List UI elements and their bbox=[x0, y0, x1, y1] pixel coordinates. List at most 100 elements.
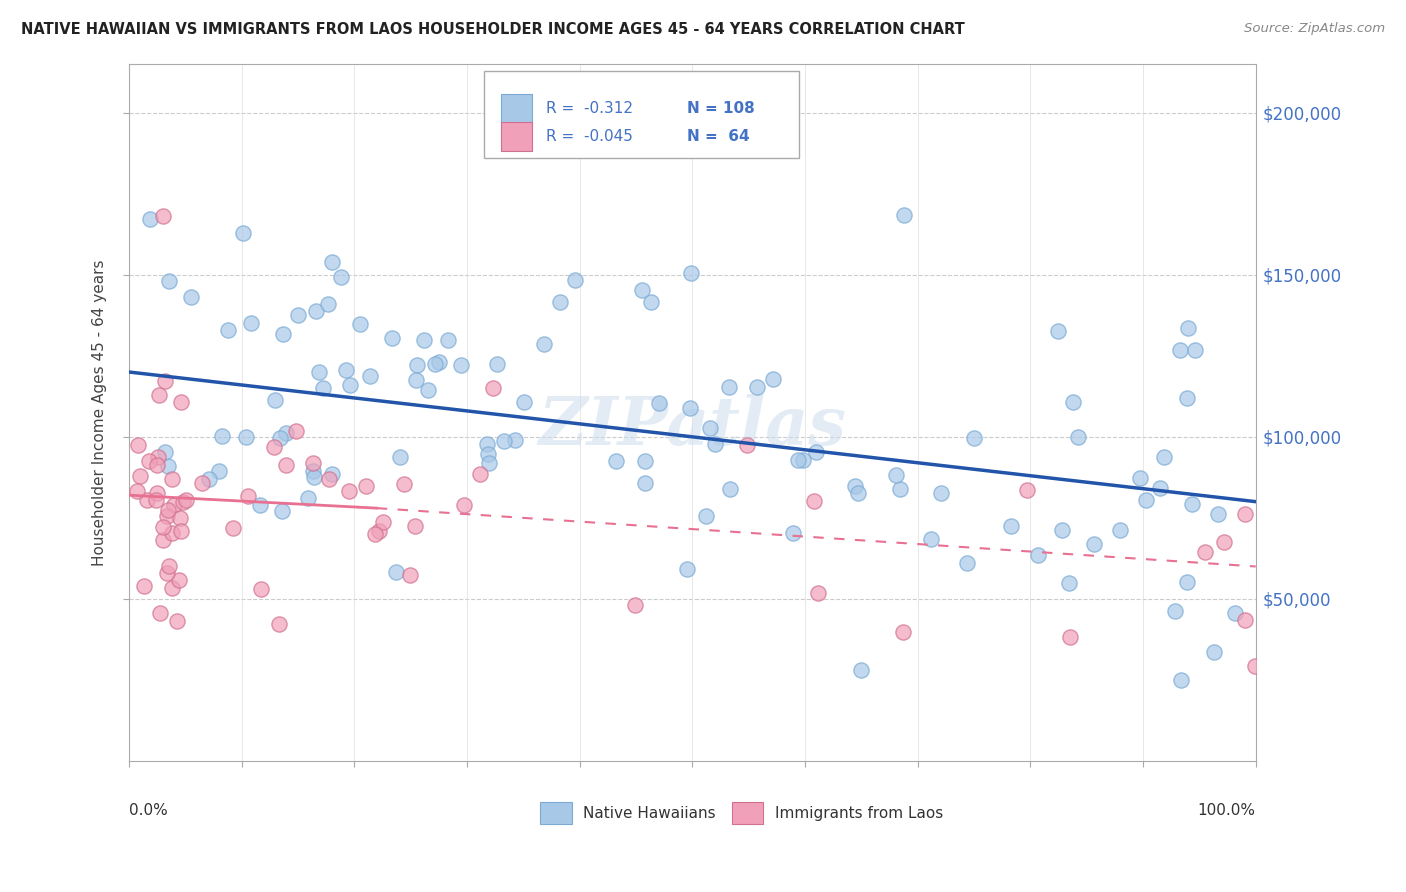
Point bbox=[152, 210, 174, 224]
Point bbox=[676, 562, 699, 576]
Point bbox=[884, 468, 907, 483]
Text: N = 108: N = 108 bbox=[686, 101, 755, 116]
Point bbox=[640, 295, 662, 310]
Bar bbox=[731, 802, 763, 824]
Point bbox=[437, 333, 460, 347]
Point bbox=[235, 430, 257, 444]
Point bbox=[929, 486, 952, 500]
Point bbox=[699, 421, 721, 435]
Point bbox=[1175, 575, 1198, 590]
Point bbox=[1000, 519, 1022, 533]
Point bbox=[308, 365, 330, 379]
Bar bbox=[501, 94, 533, 123]
Point bbox=[503, 433, 526, 447]
Point bbox=[264, 392, 287, 407]
Y-axis label: Householder Income Ages 45 - 64 years: Householder Income Ages 45 - 64 years bbox=[93, 260, 107, 566]
Point bbox=[630, 283, 652, 297]
Point bbox=[889, 482, 911, 496]
Point bbox=[232, 226, 254, 240]
Point bbox=[162, 526, 184, 541]
Point bbox=[648, 395, 671, 409]
Point bbox=[339, 378, 361, 392]
Point bbox=[1243, 659, 1265, 673]
Point bbox=[160, 581, 183, 595]
Point bbox=[762, 372, 785, 386]
Point bbox=[371, 515, 394, 529]
Point bbox=[138, 212, 160, 227]
Point bbox=[271, 504, 294, 518]
Point bbox=[221, 521, 243, 535]
Point bbox=[335, 363, 357, 377]
Point bbox=[1234, 507, 1257, 521]
Point bbox=[703, 436, 725, 450]
Point bbox=[169, 524, 191, 538]
Text: Immigrants from Laos: Immigrants from Laos bbox=[775, 805, 943, 821]
Point bbox=[138, 454, 160, 468]
Point bbox=[148, 387, 170, 401]
Point bbox=[404, 519, 426, 533]
Point bbox=[1181, 497, 1204, 511]
Point bbox=[398, 567, 420, 582]
Point bbox=[163, 498, 186, 512]
Point bbox=[155, 374, 177, 388]
Point bbox=[1170, 673, 1192, 687]
Point bbox=[786, 453, 808, 467]
Point bbox=[167, 573, 190, 587]
Point bbox=[844, 479, 866, 493]
Point bbox=[478, 456, 501, 470]
Point bbox=[634, 454, 657, 468]
Point bbox=[1067, 430, 1090, 444]
Point bbox=[735, 437, 758, 451]
Point bbox=[349, 317, 371, 331]
Point bbox=[354, 478, 377, 492]
Point bbox=[162, 472, 184, 486]
Bar bbox=[540, 802, 572, 824]
FancyBboxPatch shape bbox=[484, 71, 800, 158]
Point bbox=[893, 208, 915, 222]
Point bbox=[269, 431, 291, 445]
Text: 100.0%: 100.0% bbox=[1198, 803, 1256, 818]
Text: R =  -0.312: R = -0.312 bbox=[546, 101, 633, 116]
Point bbox=[477, 437, 499, 451]
Point bbox=[367, 524, 389, 538]
Point bbox=[624, 598, 647, 612]
Point bbox=[1202, 645, 1225, 659]
Point bbox=[274, 458, 297, 472]
Point bbox=[392, 477, 415, 491]
Point bbox=[1175, 391, 1198, 405]
Point bbox=[169, 395, 191, 409]
Text: Source: ZipAtlas.com: Source: ZipAtlas.com bbox=[1244, 22, 1385, 36]
Point bbox=[172, 494, 194, 508]
Point bbox=[1057, 576, 1080, 591]
Point bbox=[450, 359, 472, 373]
Point bbox=[564, 273, 586, 287]
Point bbox=[718, 482, 741, 496]
Point bbox=[321, 467, 343, 482]
Point bbox=[321, 255, 343, 269]
Point bbox=[297, 491, 319, 505]
Point bbox=[1177, 321, 1199, 335]
Point bbox=[513, 395, 536, 409]
Point bbox=[423, 357, 446, 371]
Point bbox=[146, 458, 169, 472]
Point bbox=[302, 464, 325, 478]
Point bbox=[634, 475, 657, 490]
Point bbox=[217, 323, 239, 337]
Point bbox=[302, 457, 325, 471]
Point bbox=[1135, 493, 1157, 508]
Point bbox=[1059, 630, 1081, 644]
Point bbox=[389, 450, 412, 464]
Point bbox=[695, 508, 717, 523]
Text: Native Hawaiians: Native Hawaiians bbox=[583, 805, 716, 821]
Point bbox=[271, 327, 294, 342]
Point bbox=[381, 331, 404, 345]
Point bbox=[1164, 604, 1187, 618]
Point bbox=[174, 492, 197, 507]
Point bbox=[302, 469, 325, 483]
Point bbox=[198, 472, 221, 486]
Point bbox=[1212, 534, 1234, 549]
Point bbox=[155, 445, 177, 459]
Point bbox=[274, 425, 297, 440]
Point bbox=[156, 459, 179, 474]
Point bbox=[146, 486, 169, 500]
